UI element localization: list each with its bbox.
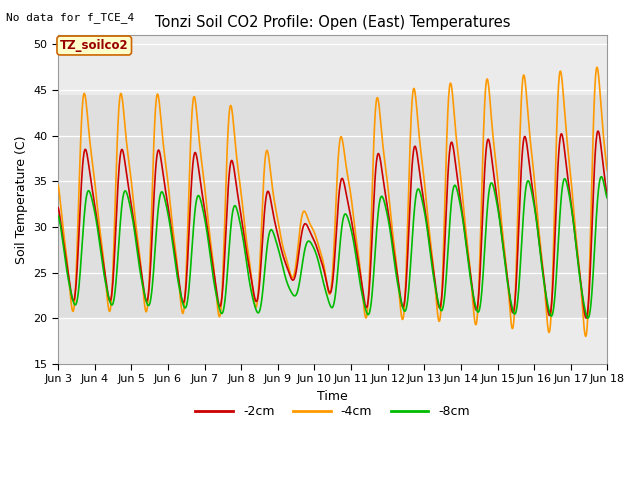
-8cm bbox=[238, 228, 246, 234]
Legend: -2cm, -4cm, -8cm: -2cm, -4cm, -8cm bbox=[191, 400, 475, 423]
-4cm bbox=[538, 258, 546, 264]
-2cm bbox=[594, 128, 602, 134]
-2cm bbox=[604, 193, 611, 199]
-4cm bbox=[582, 334, 589, 339]
-4cm bbox=[54, 182, 62, 188]
-2cm bbox=[490, 171, 497, 177]
Y-axis label: Soil Temperature (C): Soil Temperature (C) bbox=[15, 135, 28, 264]
-2cm bbox=[538, 262, 546, 267]
-4cm bbox=[177, 295, 184, 300]
Line: -8cm: -8cm bbox=[58, 177, 607, 318]
Title: Tonzi Soil CO2 Profile: Open (East) Temperatures: Tonzi Soil CO2 Profile: Open (East) Temp… bbox=[155, 15, 511, 30]
-8cm bbox=[163, 205, 171, 211]
-8cm bbox=[598, 174, 605, 180]
-8cm bbox=[604, 195, 611, 201]
Text: No data for f_TCE_4: No data for f_TCE_4 bbox=[6, 12, 134, 23]
-4cm bbox=[163, 170, 171, 176]
Line: -4cm: -4cm bbox=[58, 67, 607, 336]
-8cm bbox=[490, 185, 497, 191]
-2cm bbox=[54, 204, 62, 210]
-2cm bbox=[238, 217, 246, 223]
-8cm bbox=[418, 196, 426, 202]
-2cm bbox=[163, 196, 171, 202]
-2cm bbox=[177, 287, 184, 293]
-8cm bbox=[538, 266, 546, 272]
-8cm bbox=[584, 315, 592, 321]
X-axis label: Time: Time bbox=[317, 390, 348, 403]
-4cm bbox=[238, 195, 246, 201]
-4cm bbox=[604, 168, 611, 174]
-4cm bbox=[418, 157, 426, 163]
Bar bbox=[58, 95, 607, 318]
Text: TZ_soilco2: TZ_soilco2 bbox=[60, 39, 129, 52]
Line: -2cm: -2cm bbox=[58, 131, 607, 318]
-4cm bbox=[490, 140, 497, 146]
-8cm bbox=[54, 213, 62, 219]
-8cm bbox=[177, 289, 184, 295]
-4cm bbox=[593, 64, 601, 70]
-2cm bbox=[418, 186, 426, 192]
-2cm bbox=[582, 315, 590, 321]
